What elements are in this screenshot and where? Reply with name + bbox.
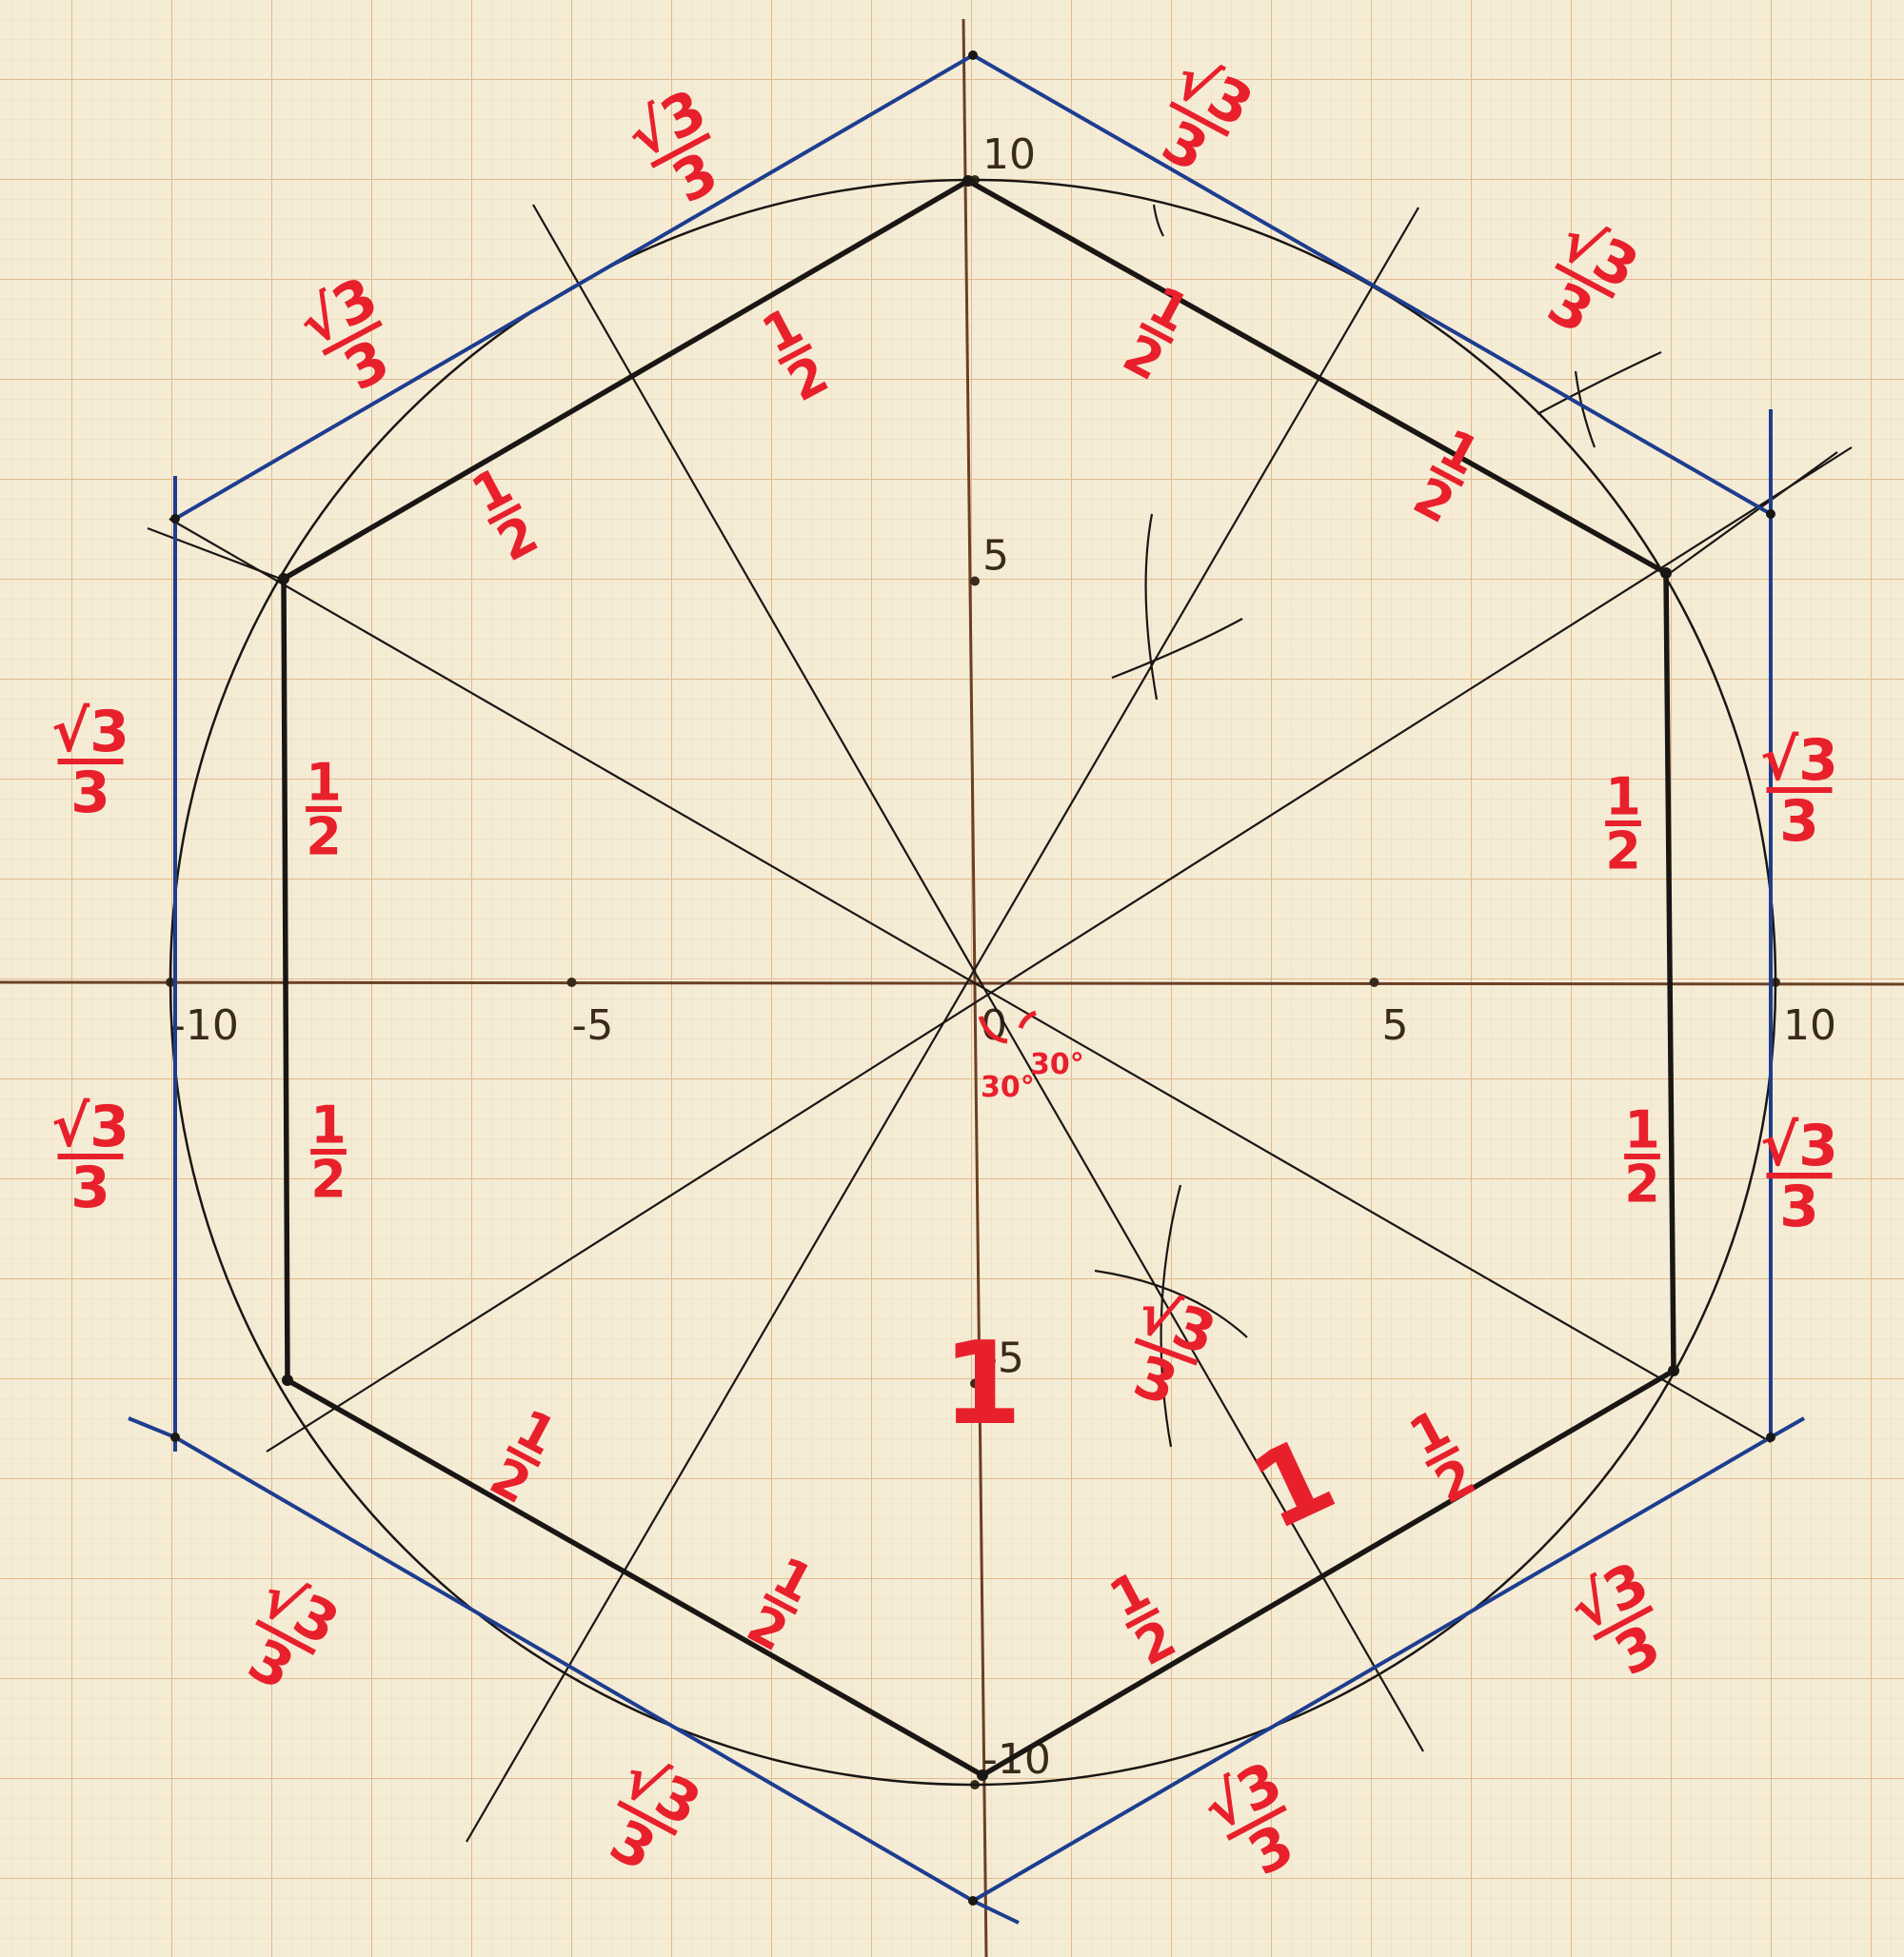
angle-label-left: 30° [981, 1071, 1035, 1104]
coordinate-axes [0, 18, 1904, 1957]
x-tick-dot [1369, 978, 1379, 987]
half-side-label: 12 [306, 752, 342, 867]
x-tick-label: 10 [1783, 1001, 1836, 1050]
svg-text:√3: √3 [51, 699, 129, 765]
x-tick-label: -10 [170, 1001, 239, 1050]
angle-arc-left [978, 1016, 1008, 1044]
sqrt-side-label: √33 [51, 1094, 129, 1221]
svg-text:1: 1 [1624, 1099, 1660, 1159]
sqrt-side-label: √33 [51, 699, 129, 826]
radius-label-vertical: 1 [942, 1318, 1022, 1451]
outer-hexagon-corner-overshoots [128, 409, 1805, 1925]
svg-text:1: 1 [1605, 766, 1641, 826]
y-tick-dot [970, 576, 980, 586]
svg-text:2: 2 [310, 1150, 347, 1210]
y-axis [962, 18, 988, 1957]
svg-text:√3: √3 [51, 1094, 129, 1160]
svg-text:3: 3 [70, 1155, 110, 1221]
svg-text:3: 3 [70, 760, 110, 826]
svg-text:3: 3 [1779, 788, 1819, 855]
y-tick-label: -5 [982, 1334, 1024, 1383]
svg-text:2: 2 [1605, 821, 1641, 881]
angle-arc-right [1018, 1010, 1037, 1029]
svg-text:√3: √3 [1760, 1113, 1838, 1179]
y-tick-dot [970, 1378, 980, 1389]
center-angle-marks: 30° 30° [978, 1010, 1084, 1104]
radius-one-labels: 1 1 [942, 1318, 1352, 1553]
sqrt-side-label: √33 [1760, 1113, 1838, 1240]
outer-corner-extension-right [1665, 451, 1838, 577]
svg-text:1: 1 [306, 752, 342, 812]
y-tick-label: 10 [982, 130, 1036, 179]
diagonal-line-1 [169, 518, 1772, 1443]
svg-text:3: 3 [1779, 1174, 1819, 1240]
half-side-label: 12 [1624, 1099, 1660, 1215]
svg-text:1: 1 [310, 1095, 347, 1155]
x-tick-label: -5 [572, 1001, 614, 1050]
half-side-label: 12 [310, 1095, 347, 1210]
sqrt-side-label: √33 [1760, 727, 1838, 855]
axis-tick-dots [166, 175, 1780, 1789]
outer-corner-extension-left [147, 526, 287, 583]
arc-upper-2 [1111, 618, 1243, 680]
vertex-dots [170, 50, 1775, 1906]
x-tick-label: 5 [1382, 1001, 1409, 1050]
diagonal-line-2 [266, 446, 1853, 1453]
half-side-label: 12 [1605, 766, 1641, 881]
arc-top-right-2 [1574, 370, 1597, 448]
svg-text:√3: √3 [1760, 727, 1838, 794]
y-tick-label: 5 [982, 532, 1009, 581]
compass-arcs [1094, 204, 1662, 1448]
svg-text:2: 2 [1624, 1155, 1660, 1215]
bisector-line-1 [532, 204, 1424, 1752]
arc-lower-1 [1160, 1184, 1182, 1448]
angle-label-right: 30° [1030, 1048, 1084, 1081]
x-tick-dot [566, 978, 577, 987]
x-axis [0, 980, 1904, 986]
svg-text:2: 2 [306, 807, 342, 867]
arc-upper-1 [1144, 513, 1159, 701]
arc-lower-2 [1094, 1269, 1248, 1338]
arc-top-right-1 [1537, 351, 1662, 415]
arc-top-tick [1152, 204, 1164, 237]
sqrt-side-label: √33 [1537, 208, 1649, 347]
